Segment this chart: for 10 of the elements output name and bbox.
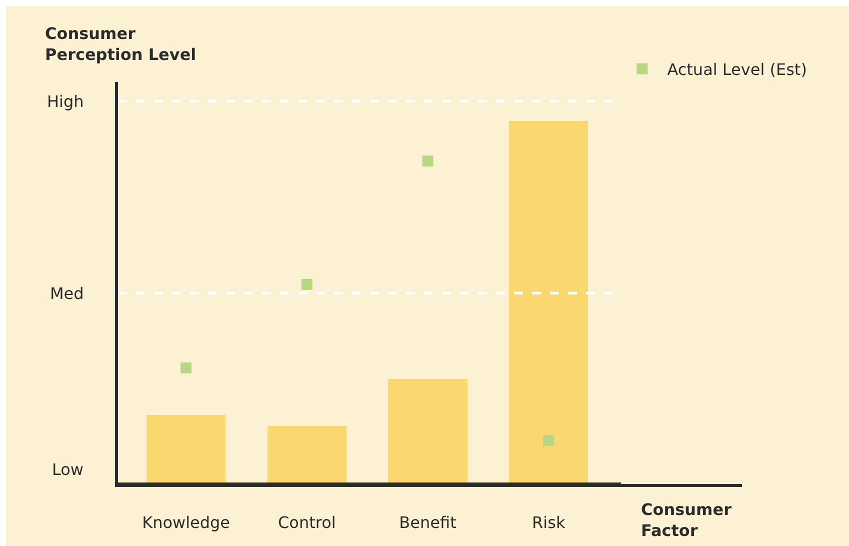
x-tick-label: Knowledge xyxy=(142,513,230,532)
ref-line-label: Med xyxy=(50,284,84,303)
x-tick-label: Control xyxy=(278,513,336,532)
ref-line-label: Low xyxy=(52,460,84,479)
x-axis-title: Consumer Factor xyxy=(641,500,732,540)
y-axis-title: Consumer Perception Level xyxy=(45,24,196,64)
legend-label: Actual Level (Est) xyxy=(667,60,807,79)
ref-line-label: High xyxy=(47,92,84,111)
x-tick-label: Risk xyxy=(532,513,566,532)
x-tick-label: Benefit xyxy=(399,513,456,532)
